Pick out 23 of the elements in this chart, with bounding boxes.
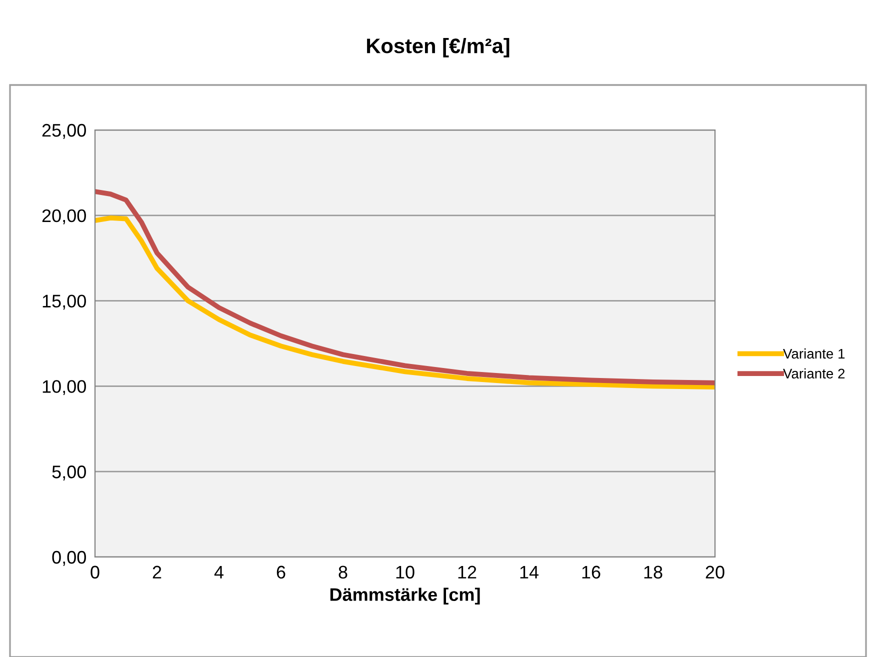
x-tick-label: 20 (706, 566, 724, 579)
y-tick-label: 10,00 (42, 380, 86, 396)
x-tick-label: 0 (90, 566, 100, 579)
x-tick-label: 4 (214, 566, 224, 578)
line-series (95, 189, 715, 386)
x-tick-label: 8 (338, 566, 348, 579)
y-tick-label: 5,00 (52, 466, 86, 480)
line-series (95, 216, 715, 390)
x-tick-label: 10 (396, 566, 414, 579)
x-tick-label: 6 (276, 566, 286, 579)
y-tick-label: 0,00 (52, 550, 86, 566)
x-tick-label: 2 (152, 566, 162, 578)
x-tick-label: 14 (520, 566, 539, 578)
y-tick-label: 15,00 (42, 294, 86, 310)
x-tick-label: 18 (644, 566, 662, 579)
x-tick-label: 12 (458, 566, 476, 578)
x-tick-label: 16 (582, 566, 600, 579)
chart-title: Kosten [€/m²a] (367, 38, 510, 58)
legend-label: Variante 2 (783, 368, 845, 379)
x-axis-title: Dämmstärke [cm] (330, 588, 480, 605)
y-tick-label: 20,00 (42, 209, 86, 224)
y-tick-label: 25,00 (42, 124, 86, 139)
legend-label: Variante 1 (783, 348, 845, 359)
